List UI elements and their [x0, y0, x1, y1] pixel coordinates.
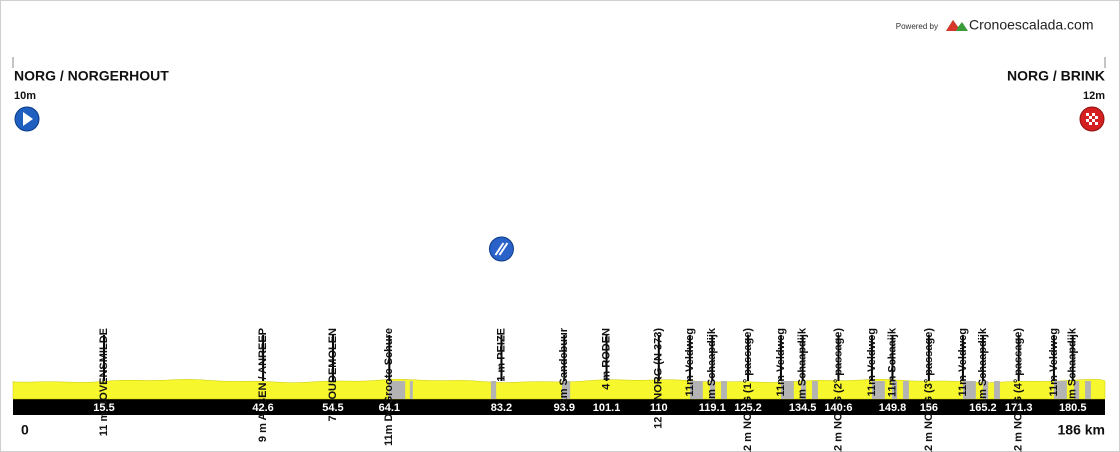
- km-label: 42.6: [252, 402, 273, 414]
- km-label: 171.3: [1005, 402, 1033, 414]
- start-name: NORG / NORGERHOUT: [14, 68, 169, 84]
- waypoint-label: 12 m NORG (2° passage): [832, 328, 844, 452]
- sprint-icon: [494, 242, 509, 256]
- sector: [388, 381, 406, 399]
- waypoint-label: 11m Veldweg: [957, 328, 969, 396]
- waypoint-label: 1 m PEIZE: [495, 328, 507, 382]
- sector: [780, 381, 794, 399]
- km-label: 156: [920, 402, 938, 414]
- sector: [721, 381, 727, 399]
- waypoint-label: 7 m OUDEMOLEN: [327, 328, 339, 422]
- km-label: 64.1: [379, 402, 400, 414]
- waypoint-label: 11m De Groote Schure: [383, 328, 395, 446]
- waypoint-label: -2m Sandebuur: [558, 327, 570, 408]
- waypoint-label: 11m Veldweg: [1048, 328, 1060, 396]
- sector: [800, 381, 807, 399]
- waypoint-label: 11 m BOVENSMILDE: [98, 328, 110, 436]
- km-label: 119.1: [699, 402, 726, 414]
- km-label: 165.2: [969, 402, 997, 414]
- sprint-icon: [488, 236, 514, 262]
- waypoint-label: 11m Schaapdijk: [1067, 327, 1079, 410]
- km-label: 15.5: [93, 402, 114, 414]
- sector: [962, 381, 976, 399]
- km-label: 180.5: [1059, 402, 1087, 414]
- km-label: 93.9: [554, 402, 575, 414]
- km-label: 110: [650, 402, 668, 414]
- sector: [561, 381, 571, 399]
- brand: Cronoescalada.com: [969, 17, 1094, 33]
- brand-logo: [946, 20, 958, 31]
- km-label: 140:6: [824, 402, 852, 414]
- sector: [891, 381, 898, 399]
- waypoint-label: 11m Schaapdijk: [706, 327, 718, 410]
- sector: [689, 381, 703, 399]
- finish-elevation: 12m: [1083, 90, 1105, 102]
- waypoint-label: 4 m RODEN: [600, 328, 612, 390]
- powered-by: Powered by: [896, 22, 938, 31]
- waypoint-label: 12 m NORG (3° passage): [923, 328, 935, 452]
- sector: [871, 381, 885, 399]
- sector: [982, 381, 989, 399]
- km-label: 149.8: [879, 402, 907, 414]
- sector: [994, 381, 1000, 399]
- sector: [709, 381, 716, 399]
- km-label: 101.1: [593, 402, 621, 414]
- waypoint-label: 9 m ASSEN / ANREEP: [257, 328, 269, 442]
- start-icon: [23, 112, 33, 126]
- sector: [903, 381, 909, 399]
- km-bar: [13, 399, 1105, 415]
- finish-name: NORG / BRINK: [1007, 68, 1105, 84]
- start-elevation: 10m: [14, 90, 36, 102]
- km-label: 134.5: [789, 402, 817, 414]
- waypoint-label: 11m Veldweg: [684, 328, 696, 396]
- km-label: 83.2: [491, 402, 512, 414]
- sector: [1053, 381, 1067, 399]
- sector: [490, 381, 497, 399]
- x-tick-label: 186 km: [1058, 422, 1105, 438]
- sector: [1085, 381, 1091, 399]
- road: [12, 379, 1106, 400]
- sector: [409, 381, 413, 399]
- waypoint-label: 11m Veldweg: [866, 328, 878, 396]
- waypoint-label: 11m Veldweg: [775, 328, 787, 396]
- waypoint-label: 11m Schaapdijk: [797, 327, 809, 410]
- waypoint-label: 12 m NORG (N 373): [653, 328, 665, 429]
- sector: [812, 381, 818, 399]
- x-tick-label: 0: [21, 422, 29, 438]
- sector: [1073, 381, 1080, 399]
- waypoint-label: 11m Schaapdijk: [977, 327, 989, 410]
- km-label: 125.2: [734, 402, 762, 414]
- km-label: 54.5: [322, 402, 343, 414]
- finish-icon: [1086, 113, 1098, 125]
- waypoint-label: 11m Schaaijk: [886, 327, 898, 397]
- waypoint-label: 12 m NORG (4° passage): [1013, 328, 1025, 452]
- waypoint-label: 12 m NORG (1° passage): [742, 328, 754, 452]
